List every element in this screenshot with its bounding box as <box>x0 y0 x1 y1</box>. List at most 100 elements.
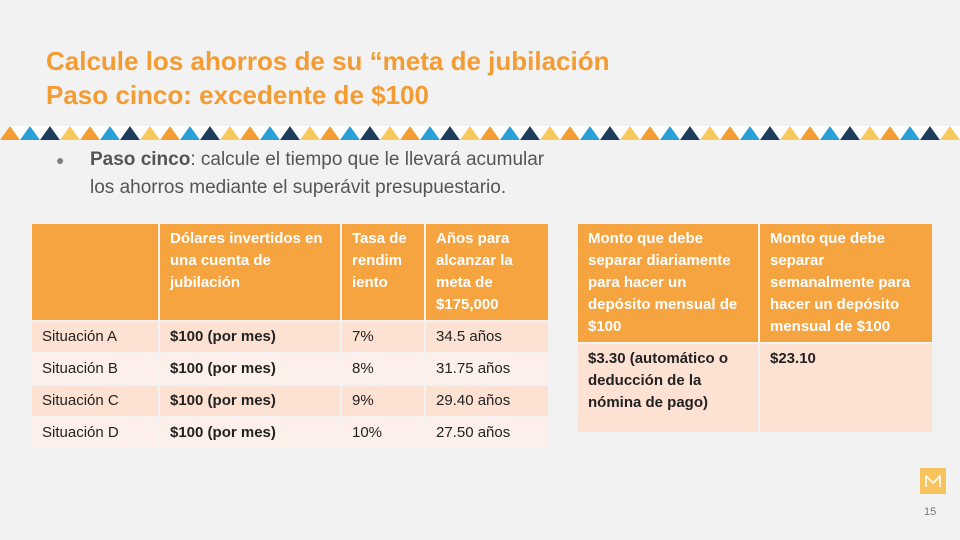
band-triangle <box>210 126 230 140</box>
band-triangle <box>820 126 840 140</box>
band-triangle <box>810 126 830 140</box>
cell-years: 27.50 años <box>426 418 548 448</box>
table-header-row: Dólares invertidos en una cuenta de jubi… <box>32 224 548 320</box>
band-triangle <box>460 126 480 140</box>
slide-title: Calcule los ahorros de su “meta de jubil… <box>46 44 609 112</box>
band-triangle <box>630 126 650 140</box>
cell-dollars: $100 (por mes) <box>160 322 340 352</box>
band-triangle <box>440 126 460 140</box>
band-triangle <box>550 126 570 140</box>
band-triangle <box>110 126 130 140</box>
band-triangle <box>50 126 70 140</box>
band-triangle <box>250 126 270 140</box>
band-triangle <box>260 126 280 140</box>
band-triangle <box>230 126 250 140</box>
cell-years: 34.5 años <box>426 322 548 352</box>
band-triangle <box>950 126 960 140</box>
band-triangle <box>710 126 730 140</box>
band-triangle <box>780 126 800 140</box>
cell-years: 31.75 años <box>426 354 548 384</box>
band-triangle <box>480 126 500 140</box>
band-triangle <box>350 126 370 140</box>
band-triangle <box>730 126 750 140</box>
band-triangle <box>90 126 110 140</box>
band-triangle <box>840 126 860 140</box>
band-triangle <box>20 126 40 140</box>
band-triangle <box>890 126 910 140</box>
cell-rate: 9% <box>342 386 424 416</box>
band-triangle <box>180 126 200 140</box>
band-triangle <box>270 126 290 140</box>
table-row: Situación B $100 (por mes) 8% 31.75 años <box>32 354 548 384</box>
page-number: 15 <box>924 506 937 518</box>
table-row: Situación D $100 (por mes) 10% 27.50 año… <box>32 418 548 448</box>
band-triangle <box>660 126 680 140</box>
band-triangle <box>170 126 190 140</box>
band-triangle <box>70 126 90 140</box>
band-triangle <box>200 126 220 140</box>
band-triangle <box>790 126 810 140</box>
band-triangle <box>300 126 320 140</box>
band-triangle <box>430 126 450 140</box>
band-triangle <box>880 126 900 140</box>
band-triangle <box>100 126 120 140</box>
band-triangle <box>130 126 150 140</box>
bullet-text-2: los ahorros mediante el superávit presup… <box>90 177 507 198</box>
band-triangle <box>190 126 210 140</box>
title-line-2: Paso cinco: excedente de $100 <box>46 80 429 110</box>
cell-dollars: $100 (por mes) <box>160 418 340 448</box>
bullet-text-1: : calcule el tiempo que le llevará acumu… <box>190 149 545 170</box>
cell-situation: Situación C <box>32 386 158 416</box>
band-triangle <box>540 126 560 140</box>
band-triangle <box>240 126 260 140</box>
band-triangle <box>740 126 760 140</box>
header-dollars: Dólares invertidos en una cuenta de jubi… <box>160 224 340 320</box>
band-triangle <box>580 126 600 140</box>
band-triangle <box>720 126 740 140</box>
band-triangle <box>470 126 490 140</box>
savings-table: Monto que debe separar diariamente para … <box>576 222 934 434</box>
band-triangle <box>910 126 930 140</box>
cell-rate: 7% <box>342 322 424 352</box>
band-triangle <box>0 126 20 140</box>
band-triangle <box>770 126 790 140</box>
band-triangle <box>600 126 620 140</box>
band-triangle <box>390 126 410 140</box>
header-empty <box>32 224 158 320</box>
band-triangle <box>640 126 660 140</box>
title-line-1: Calcule los ahorros de su “meta de jubil… <box>46 46 610 76</box>
band-triangle <box>850 126 870 140</box>
band-triangle <box>320 126 340 140</box>
band-triangle <box>80 126 100 140</box>
investment-table: Dólares invertidos en una cuenta de jubi… <box>30 222 550 450</box>
band-triangle <box>930 126 950 140</box>
band-triangle <box>650 126 670 140</box>
table-row: $3.30 (automático o deducción de la nómi… <box>578 344 932 432</box>
band-triangle <box>220 126 240 140</box>
band-triangle <box>750 126 770 140</box>
band-triangle <box>340 126 360 140</box>
band-triangle <box>500 126 520 140</box>
band-triangle <box>920 126 940 140</box>
band-triangle <box>830 126 850 140</box>
band-triangle <box>330 126 350 140</box>
band-triangle <box>450 126 470 140</box>
band-triangle <box>690 126 710 140</box>
cell-years: 29.40 años <box>426 386 548 416</box>
band-triangle <box>700 126 720 140</box>
bullet-bold: Paso cinco <box>90 149 191 170</box>
band-triangle <box>420 126 440 140</box>
logo-icon <box>920 468 946 494</box>
band-triangle <box>140 126 160 140</box>
band-triangle <box>870 126 890 140</box>
band-triangle <box>520 126 540 140</box>
bullet-dot-icon: ● <box>56 152 65 168</box>
band-triangle <box>400 126 420 140</box>
cell-situation: Situación D <box>32 418 158 448</box>
cell-dollars: $100 (por mes) <box>160 354 340 384</box>
header-years: Años para alcanzar la meta de $175,000 <box>426 224 548 320</box>
cell-weekly: $23.10 <box>760 344 932 432</box>
cell-situation: Situación A <box>32 322 158 352</box>
band-triangle <box>30 126 50 140</box>
band-triangle <box>670 126 690 140</box>
